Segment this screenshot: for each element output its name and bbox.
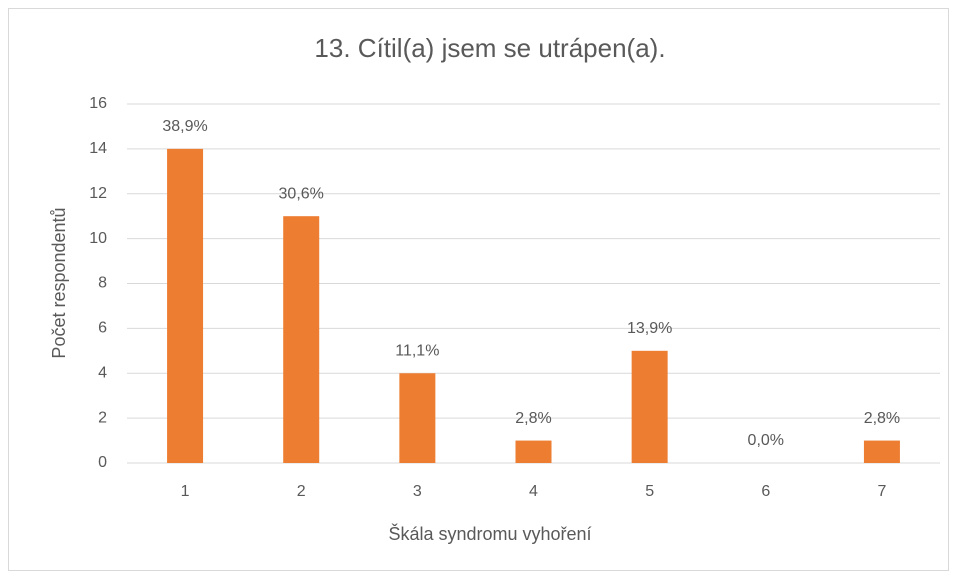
y-tick-label: 8 [98, 275, 107, 292]
y-tick-label: 12 [89, 185, 107, 202]
y-tick-label: 0 [98, 454, 107, 471]
x-tick-label: 5 [645, 483, 654, 500]
y-tick-label: 14 [89, 140, 107, 157]
x-tick-label: 7 [877, 483, 886, 500]
x-axis-label: Škála syndromu vyhoření [388, 523, 591, 544]
x-tick-label: 4 [529, 483, 538, 500]
data-label: 38,9% [162, 118, 207, 135]
y-tick-label: 16 [89, 95, 107, 112]
y-tick-label: 6 [98, 320, 107, 337]
bar [399, 373, 436, 463]
data-label: 2,8% [864, 410, 900, 427]
x-tick-label: 1 [181, 483, 190, 500]
chart-title: 13. Cítil(a) jsem se utrápen(a). [314, 33, 665, 63]
bar [283, 216, 320, 463]
data-label: 30,6% [279, 185, 324, 202]
x-tick-label: 2 [297, 483, 306, 500]
bar [631, 350, 668, 463]
y-tick-label: 2 [98, 409, 107, 426]
bar [863, 440, 900, 463]
x-tick-label: 6 [761, 483, 770, 500]
data-label: 11,1% [395, 342, 439, 359]
data-label: 2,8% [515, 410, 551, 427]
y-axis-label: Počet respondentů [49, 207, 69, 358]
bar [167, 148, 204, 463]
data-label: 0,0% [748, 432, 784, 449]
y-tick-label: 10 [89, 230, 107, 247]
data-label: 13,9% [627, 320, 672, 337]
bar [515, 440, 552, 463]
chart-border [8, 8, 949, 571]
y-tick-label: 4 [98, 364, 107, 381]
x-tick-label: 3 [413, 483, 422, 500]
